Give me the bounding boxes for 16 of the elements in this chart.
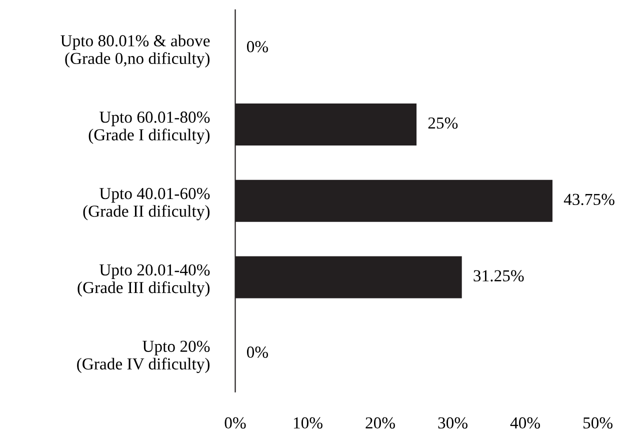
y-tick-label: Upto 20.01-40% (Grade III dificulty): [78, 264, 210, 297]
data-label: 43.75%: [564, 194, 614, 206]
x-tick-label: 10%: [294, 417, 322, 429]
data-label: 25%: [428, 117, 458, 129]
y-tick-label: Upto 80.01% & above (Grade 0,no dificulty): [60, 34, 210, 68]
data-label: 31.25%: [474, 270, 524, 282]
x-tick-label: 50%: [583, 417, 612, 429]
y-tick-label: Upto 60.01-80% (Grade I dificulty): [88, 112, 210, 144]
x-tick-label: 0%: [224, 417, 246, 429]
data-label: 0%: [246, 346, 268, 358]
x-tick-label: 20%: [366, 417, 395, 429]
x-tick-label: 40%: [510, 417, 540, 429]
x-tick-label: 30%: [438, 417, 468, 429]
data-label: 0%: [246, 41, 268, 52]
y-tick-label: Upto 40.01-60% (Grade II dificulty): [83, 188, 210, 220]
y-tick-label: Upto 20% (Grade IV dificulty): [77, 340, 210, 374]
